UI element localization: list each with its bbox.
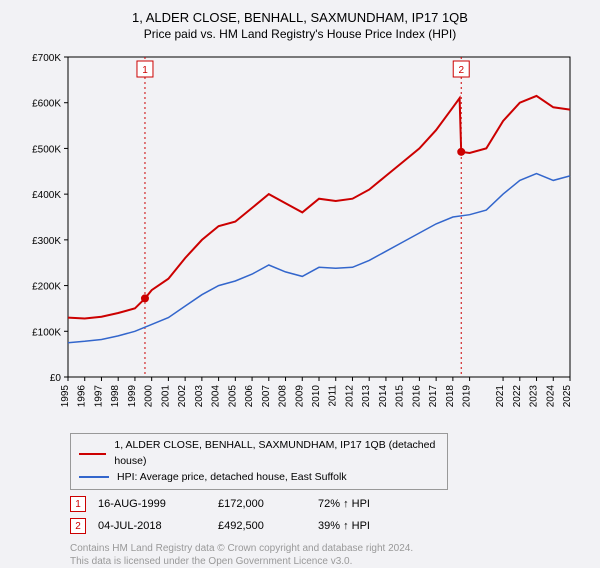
footer-line-1: Contains HM Land Registry data © Crown c… [70, 542, 585, 555]
svg-text:£500K: £500K [32, 144, 61, 155]
legend-swatch-hpi [79, 476, 109, 478]
svg-text:2023: 2023 [529, 385, 540, 408]
svg-text:2006: 2006 [244, 385, 255, 408]
svg-text:£300K: £300K [32, 236, 61, 247]
marker-detail-1: 1 16-AUG-1999 £172,000 72% ↑ HPI [70, 496, 585, 512]
svg-text:£400K: £400K [32, 190, 61, 201]
svg-text:2007: 2007 [261, 385, 272, 408]
svg-text:£200K: £200K [32, 282, 61, 293]
svg-text:2017: 2017 [428, 385, 439, 408]
svg-text:2019: 2019 [462, 385, 473, 408]
svg-text:2021: 2021 [495, 385, 506, 408]
marker-price-2: £492,500 [218, 520, 318, 532]
page-subtitle: Price paid vs. HM Land Registry's House … [15, 27, 585, 41]
svg-text:1999: 1999 [127, 385, 138, 408]
svg-text:2002: 2002 [177, 385, 188, 408]
legend-label-hpi: HPI: Average price, detached house, East… [117, 470, 347, 486]
svg-text:1998: 1998 [110, 385, 121, 408]
svg-text:2009: 2009 [294, 385, 305, 408]
marker-details: 1 16-AUG-1999 £172,000 72% ↑ HPI 2 04-JU… [70, 496, 585, 534]
svg-text:2008: 2008 [278, 385, 289, 408]
marker-price-1: £172,000 [218, 498, 318, 510]
marker-hpi-2: 39% ↑ HPI [318, 520, 370, 532]
svg-text:2003: 2003 [194, 385, 205, 408]
svg-text:2004: 2004 [211, 385, 222, 408]
svg-text:2000: 2000 [144, 385, 155, 408]
svg-text:£600K: £600K [32, 99, 61, 110]
svg-text:2010: 2010 [311, 385, 322, 408]
svg-text:£0: £0 [50, 373, 62, 384]
svg-text:£100K: £100K [32, 327, 61, 338]
legend-item-property: 1, ALDER CLOSE, BENHALL, SAXMUNDHAM, IP1… [79, 438, 439, 470]
svg-text:2013: 2013 [361, 385, 372, 408]
svg-text:2022: 2022 [512, 385, 523, 408]
svg-text:2014: 2014 [378, 385, 389, 408]
svg-text:2015: 2015 [395, 385, 406, 408]
marker-date-2: 04-JUL-2018 [98, 520, 218, 532]
legend-item-hpi: HPI: Average price, detached house, East… [79, 470, 439, 486]
svg-text:2025: 2025 [562, 385, 573, 408]
svg-text:2018: 2018 [445, 385, 456, 408]
marker-detail-2: 2 04-JUL-2018 £492,500 39% ↑ HPI [70, 518, 585, 534]
svg-text:2012: 2012 [344, 385, 355, 408]
svg-text:2011: 2011 [328, 385, 339, 407]
svg-text:1997: 1997 [93, 385, 104, 408]
svg-text:2005: 2005 [227, 385, 238, 408]
svg-text:2001: 2001 [160, 385, 171, 408]
svg-text:2016: 2016 [411, 385, 422, 408]
marker-hpi-1: 72% ↑ HPI [318, 498, 370, 510]
legend-swatch-property [79, 453, 106, 455]
chart-container: £0 £100K £200K £300K £400K £500K £600K £700K 199… [20, 47, 575, 427]
marker-date-1: 16-AUG-1999 [98, 498, 218, 510]
price-chart: £0 £100K £200K £300K £400K £500K £600K £700K 199… [20, 47, 575, 427]
svg-text:£700K: £700K [32, 53, 61, 64]
svg-text:1995: 1995 [60, 385, 71, 408]
footer: Contains HM Land Registry data © Crown c… [70, 542, 585, 568]
page-title: 1, ALDER CLOSE, BENHALL, SAXMUNDHAM, IP1… [15, 10, 585, 25]
svg-text:1996: 1996 [77, 385, 88, 408]
svg-text:1: 1 [142, 65, 148, 76]
svg-text:2: 2 [458, 65, 464, 76]
legend: 1, ALDER CLOSE, BENHALL, SAXMUNDHAM, IP1… [70, 433, 448, 490]
legend-label-property: 1, ALDER CLOSE, BENHALL, SAXMUNDHAM, IP1… [114, 438, 439, 470]
svg-text:2024: 2024 [545, 385, 556, 408]
footer-line-2: This data is licensed under the Open Gov… [70, 555, 585, 568]
marker-badge-2: 2 [70, 518, 86, 534]
marker-badge-1: 1 [70, 496, 86, 512]
